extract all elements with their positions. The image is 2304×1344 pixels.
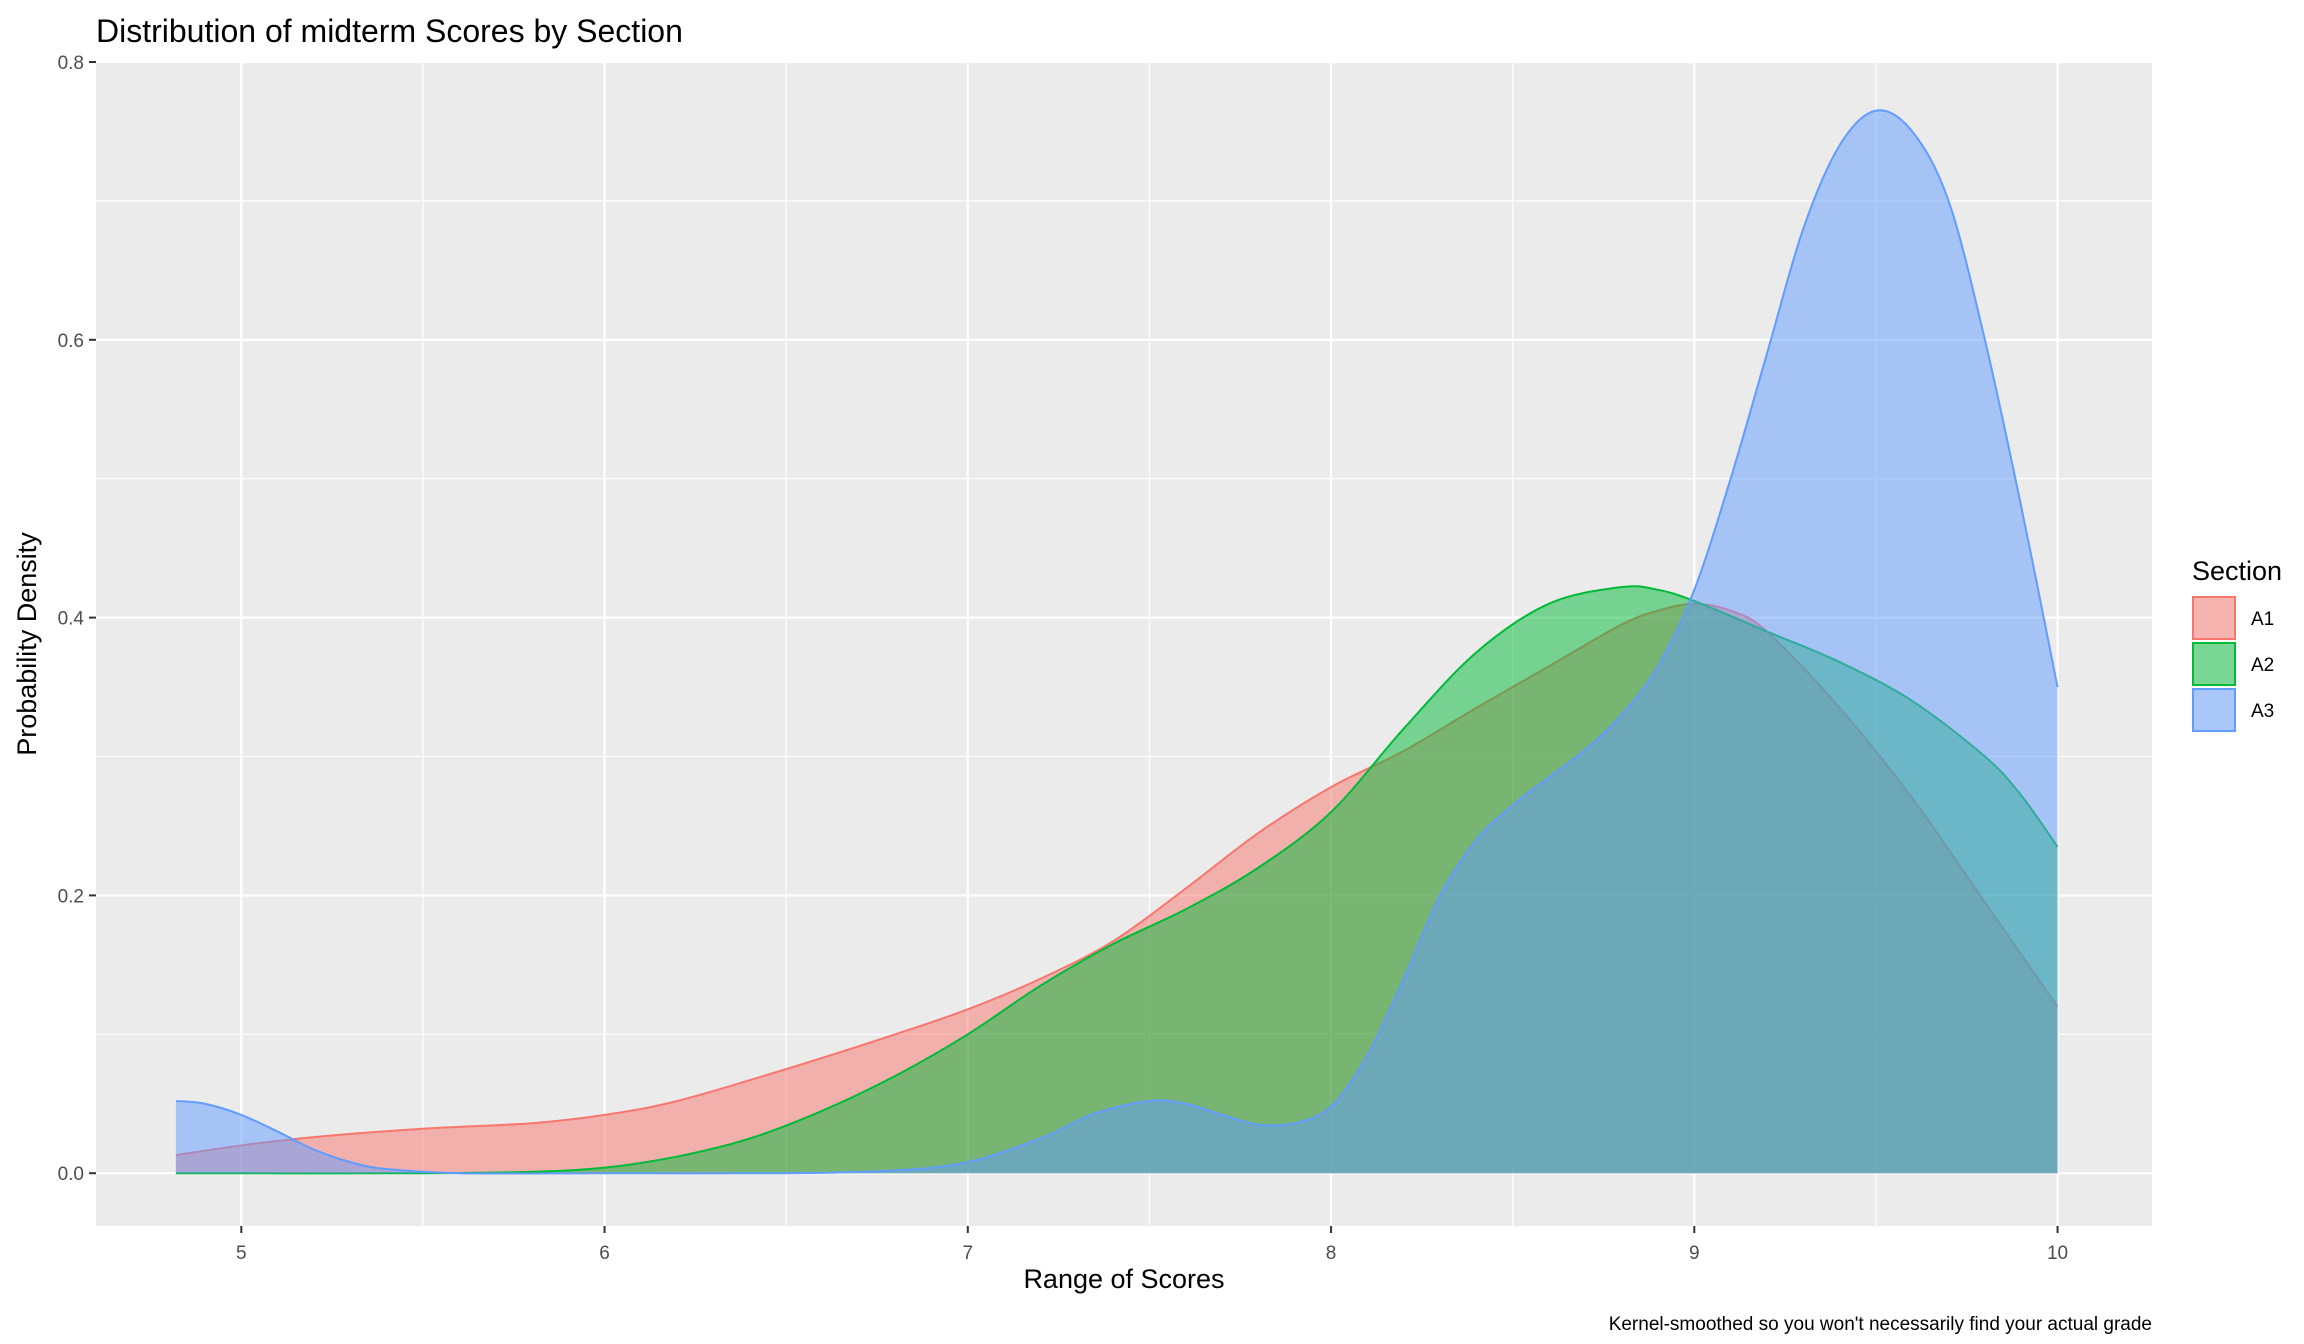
x-tick-label: 7 (963, 1243, 974, 1264)
legend: Section A1 A2 A3 (2192, 556, 2282, 732)
x-tick-label: 9 (1689, 1243, 1700, 1264)
x-tick-label: 5 (236, 1243, 247, 1264)
y-tick-label: 0.2 (58, 886, 84, 907)
y-tick-label: 0.6 (58, 331, 84, 352)
legend-title: Section (2192, 556, 2282, 586)
legend-swatch-a3 (2192, 688, 2236, 732)
line-a3 (175, 109, 2059, 1175)
legend-label-a2: A2 (2251, 655, 2274, 676)
x-axis-ticks: 5 6 7 8 9 10 (236, 1226, 2068, 1264)
x-tick-label: 10 (2047, 1243, 2068, 1264)
y-axis-ticks: 0.0 0.2 0.4 0.6 0.8 (58, 53, 96, 1185)
legend-swatch-a2 (2192, 642, 2236, 686)
y-axis-title: Probability Density (12, 532, 42, 756)
y-tick-label: 0.0 (58, 1164, 84, 1185)
y-tick-label: 0.8 (58, 53, 84, 74)
legend-label-a3: A3 (2251, 701, 2274, 722)
chart-title: Distribution of midterm Scores by Sectio… (96, 13, 683, 49)
legend-item-a2: A2 (2192, 642, 2274, 686)
y-tick-label: 0.4 (58, 609, 85, 630)
density-areas (175, 109, 2059, 1175)
x-axis-title: Range of Scores (1023, 1264, 1224, 1294)
area-a3 (175, 110, 2058, 1174)
x-tick-label: 8 (1326, 1243, 1337, 1264)
legend-label-a1: A1 (2251, 609, 2274, 630)
legend-item-a1: A1 (2192, 596, 2274, 640)
chart-caption: Kernel-smoothed so you won't necessarily… (1609, 1314, 2152, 1335)
legend-swatch-a1 (2192, 596, 2236, 640)
x-tick-label: 6 (599, 1243, 610, 1264)
legend-item-a3: A3 (2192, 688, 2274, 732)
